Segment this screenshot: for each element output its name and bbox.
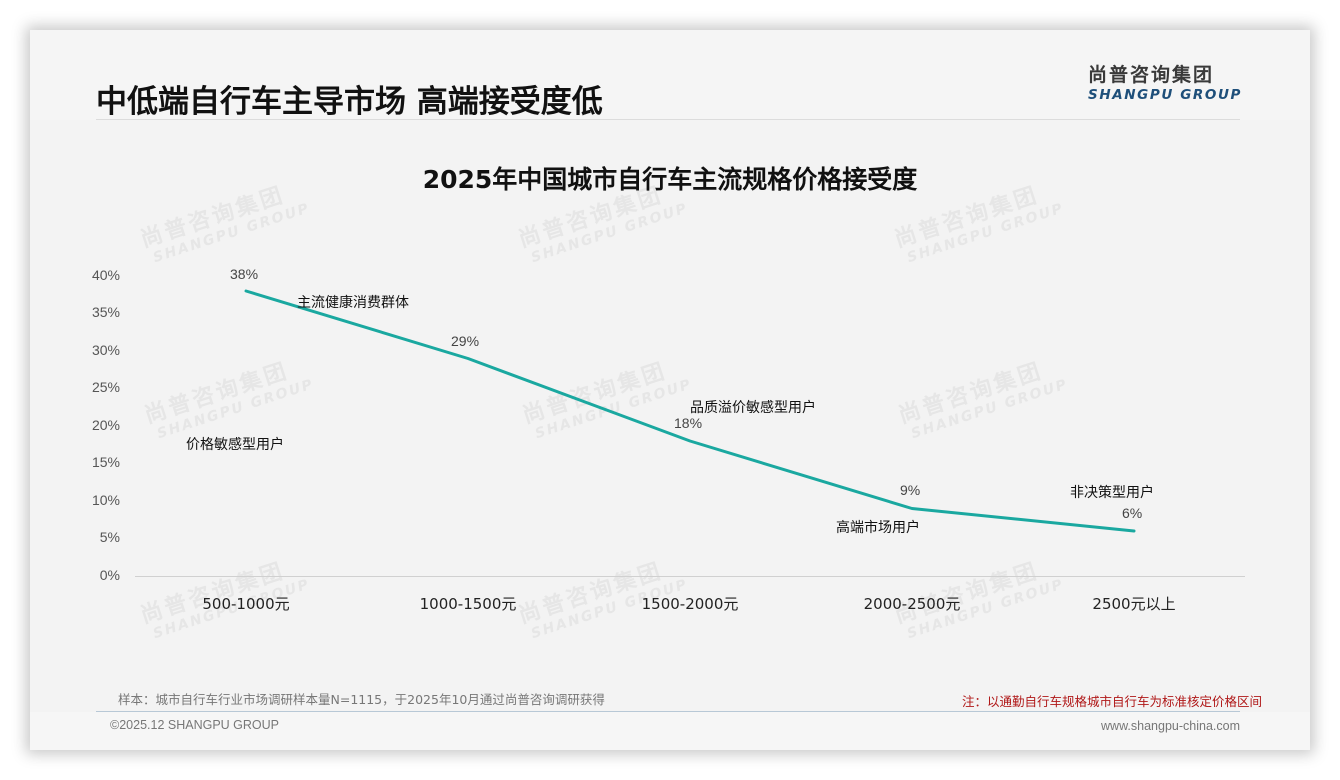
logo-en: SHANGPU GROUP <box>1088 87 1243 103</box>
header-band <box>30 30 1310 120</box>
company-logo: 尚普咨询集团 SHANGPU GROUP <box>1088 64 1248 103</box>
x-tick: 1000-1500元 <box>419 595 517 613</box>
y-tick: 20% <box>91 417 120 433</box>
data-label: 18% <box>674 415 703 431</box>
annotation: 高端市场用户 <box>836 520 920 536</box>
page-title: 中低端自行车主导市场 高端接受度低 <box>96 84 603 120</box>
title-divider <box>96 119 1240 120</box>
data-label: 38% <box>230 266 259 282</box>
data-label: 6% <box>1122 505 1143 521</box>
annotation: 非决策型用户 <box>1070 485 1154 501</box>
x-tick: 1500-2000元 <box>641 595 739 613</box>
footer-divider <box>96 711 1240 712</box>
slide: 尚普咨询集团 SHANGPU GROUP 尚普咨询集团 SHANGPU GROUP … <box>30 30 1310 750</box>
x-tick: 500-1000元 <box>202 595 290 613</box>
copyright: ©2025.12 SHANGPU GROUP <box>110 718 279 732</box>
footer <box>30 712 1310 750</box>
y-tick: 10% <box>91 492 120 508</box>
data-label: 9% <box>900 482 921 498</box>
y-tick: 15% <box>91 454 120 470</box>
website-link[interactable]: www.shangpu-china.com <box>1101 719 1240 733</box>
chart-title: 2025年中国城市自行车主流规格价格接受度 <box>422 165 918 194</box>
y-tick: 5% <box>99 529 120 545</box>
remark-note: 注：以通勤自行车规格城市自行车为标准核定价格区间 <box>961 694 1262 709</box>
data-label: 29% <box>451 333 480 349</box>
logo-cn: 尚普咨询集团 <box>1088 64 1215 86</box>
annotation: 主流健康消费群体 <box>297 295 409 311</box>
y-tick: 40% <box>91 267 120 283</box>
annotation: 价格敏感型用户 <box>186 437 284 453</box>
y-tick: 0% <box>99 567 120 583</box>
sample-note: 样本：城市自行车行业市场调研样本量N=1115，于2025年10月通过尚普咨询调… <box>118 692 605 707</box>
line-series <box>244 289 1136 533</box>
annotation: 品质溢价敏感型用户 <box>690 400 816 416</box>
x-tick: 2000-2500元 <box>863 595 961 613</box>
x-tick: 2500元以上 <box>1092 595 1176 613</box>
y-tick: 30% <box>91 342 120 358</box>
y-tick: 35% <box>91 304 120 320</box>
y-tick: 25% <box>91 379 120 395</box>
x-axis-line <box>135 576 1245 577</box>
